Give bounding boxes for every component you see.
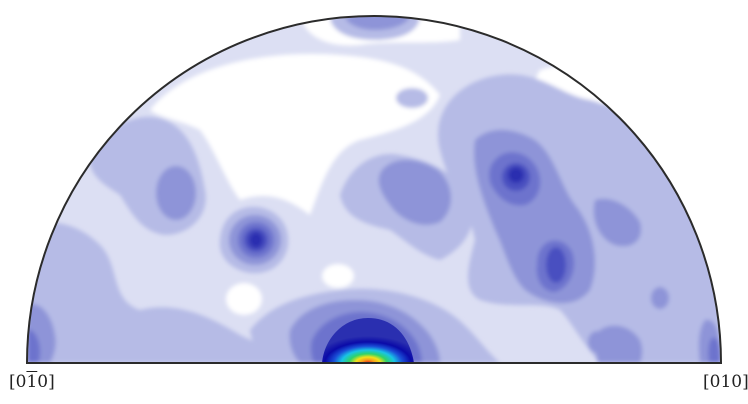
contour-level3-mid-right <box>378 159 452 225</box>
contour-level4-left-edge <box>27 329 40 363</box>
contour-level6-blob-left <box>249 232 263 248</box>
direction-label-left-bar-index: 1 <box>26 372 38 392</box>
contour-level3-small-right <box>651 287 669 309</box>
contour-level6-right-core <box>508 167 524 183</box>
contour-level2-small-top <box>396 88 428 108</box>
density-peak-center <box>322 318 414 363</box>
contour-level3-lower-right <box>595 325 643 363</box>
contour-white-top-left <box>150 53 440 216</box>
contour-level2-left <box>27 222 300 363</box>
direction-label-left-prefix: [0 <box>9 372 27 392</box>
contour-level3-far-right <box>593 198 642 247</box>
direction-label-left-suffix: 0] <box>37 372 55 392</box>
contour-white-spot-a <box>322 264 354 288</box>
contour-level3-upper-left <box>156 166 196 220</box>
contour-level3-top-rim <box>345 16 410 30</box>
direction-label-left: [010] <box>9 372 55 392</box>
contour-level5-right-lower <box>546 247 566 283</box>
contour-level3-small-mid <box>588 331 606 353</box>
projection-outline <box>25 15 723 364</box>
contour-white-spot-b <box>226 283 262 315</box>
contour-level4-right-edge <box>708 337 721 363</box>
direction-label-right: [010] <box>703 372 748 392</box>
